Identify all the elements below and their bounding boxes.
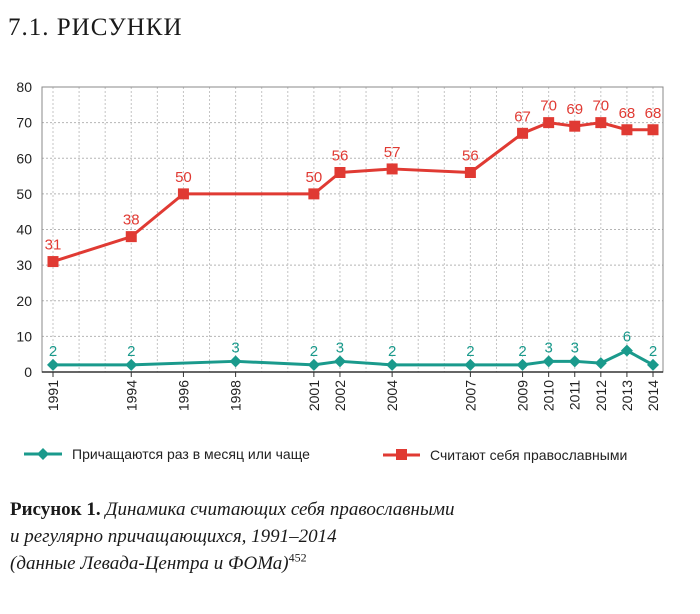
x-tick-label: 2010 (541, 380, 557, 411)
data-label-orthodox: 69 (566, 101, 583, 118)
data-point-communion (229, 355, 242, 368)
data-point-orthodox (334, 167, 346, 178)
figure-caption: Рисунок 1. Динамика считающих себя право… (10, 496, 690, 577)
legend-marker-communion (37, 448, 49, 460)
data-point-orthodox (543, 117, 555, 129)
y-tick-label: 30 (16, 257, 32, 273)
data-point-communion (516, 358, 529, 371)
data-label-communion: 2 (649, 343, 657, 360)
data-point-orthodox (386, 163, 398, 175)
data-point-orthodox (125, 231, 137, 243)
x-tick-label: 2014 (645, 380, 661, 411)
data-point-orthodox (308, 188, 320, 200)
section-heading: 7.1. РИСУНКИ (8, 14, 183, 41)
data-point-communion (620, 344, 633, 357)
data-label-communion: 2 (388, 343, 396, 360)
x-tick-label: 2007 (462, 380, 478, 411)
data-point-orthodox (569, 120, 581, 132)
legend-marker-orthodox (396, 449, 407, 460)
data-point-communion (464, 358, 477, 371)
data-point-orthodox (647, 124, 659, 136)
caption-line-3: (данные Левада-Центра и ФОМа)452 (10, 550, 690, 577)
data-label-orthodox: 50 (306, 169, 323, 186)
data-label-orthodox: 70 (540, 98, 557, 115)
data-label-communion: 3 (544, 339, 552, 356)
y-tick-label: 50 (16, 186, 32, 202)
y-tick-label: 40 (16, 222, 32, 238)
y-tick-label: 20 (16, 293, 32, 309)
legend-label-orthodox: Считают себя православными (430, 447, 627, 463)
y-tick-label: 10 (16, 328, 32, 344)
data-label-communion: 3 (571, 339, 579, 356)
x-tick-label: 2001 (306, 380, 322, 411)
line-chart: 0 10 20 30 40 50 60 70 80 1991 1994 1996 1998 2001 200… (16, 79, 664, 463)
x-tick-label: 2011 (567, 380, 583, 410)
data-label-orthodox: 56 (332, 148, 349, 165)
data-label-orthodox: 67 (514, 108, 531, 125)
caption-line-2: и регулярно причащающихся, 1991–2014 (10, 523, 690, 550)
data-label-communion: 2 (310, 343, 318, 360)
data-point-orthodox (464, 167, 476, 178)
data-point-communion (333, 355, 346, 368)
y-tick-label: 70 (16, 115, 32, 131)
data-point-communion (125, 358, 138, 371)
chart-legend: Причащаются раз в месяц или чаще Считают… (24, 446, 627, 463)
x-tick-label: 2002 (332, 380, 348, 411)
legend-label-communion: Причащаются раз в месяц или чаще (72, 446, 310, 462)
caption-footnote: 452 (288, 550, 307, 565)
data-point-orthodox (517, 127, 529, 139)
data-point-orthodox (595, 117, 607, 129)
series-line-orthodox (52, 121, 653, 263)
series-line-communion (53, 349, 654, 367)
x-tick-label: 2012 (593, 380, 609, 411)
data-label-orthodox: 68 (645, 105, 662, 122)
data-label-orthodox: 68 (619, 105, 636, 122)
data-point-orthodox (621, 124, 633, 136)
chart-series: 31 38 50 50 56 57 56 67 70 69 70 68 68 2 2 3 2 3 2 2 2 3 3 6 2 (45, 98, 662, 371)
data-label-communion: 2 (518, 343, 526, 360)
data-label-orthodox: 38 (123, 212, 140, 229)
chart-grid (42, 86, 663, 373)
data-label-orthodox: 70 (592, 98, 609, 115)
data-point-communion (307, 358, 320, 371)
x-tick-label: 2009 (515, 380, 531, 411)
chart-axes: 0 10 20 30 40 50 60 70 80 1991 1994 1996 1998 2001 200… (16, 79, 664, 411)
data-label-communion: 2 (49, 343, 57, 360)
data-point-communion (568, 355, 581, 368)
y-tick-label: 0 (24, 364, 32, 380)
data-point-communion (594, 357, 607, 370)
data-label-orthodox: 50 (175, 169, 192, 186)
data-label-orthodox: 56 (462, 148, 479, 165)
x-tick-label: 1991 (45, 380, 61, 411)
data-point-orthodox (47, 256, 59, 268)
data-label-orthodox: 31 (45, 237, 62, 254)
caption-title-1: Динамика считающих себя православными (105, 499, 455, 520)
data-label-orthodox: 57 (384, 144, 401, 161)
data-label-communion: 2 (466, 343, 474, 360)
caption-line-1: Рисунок 1. Динамика считающих себя право… (10, 496, 690, 523)
data-label-communion: 3 (231, 339, 239, 356)
y-tick-label: 60 (16, 150, 32, 166)
data-label-communion: 2 (127, 343, 135, 360)
data-point-communion (542, 355, 555, 368)
data-point-communion (47, 358, 59, 371)
x-tick-label: 2004 (384, 380, 400, 411)
data-point-communion (386, 358, 399, 371)
caption-label: Рисунок 1. (10, 499, 101, 520)
caption-title-2: и регулярно причащающихся, 1991–2014 (10, 526, 337, 547)
data-point-communion (647, 358, 659, 371)
x-tick-label: 2013 (619, 380, 635, 411)
caption-source: (данные Левада-Центра и ФОМа) (10, 553, 289, 574)
data-label-communion: 3 (336, 339, 344, 356)
x-tick-label: 1994 (123, 380, 139, 411)
x-tick-label: 1998 (228, 380, 244, 411)
x-tick-label: 1996 (175, 380, 191, 411)
data-label-communion: 6 (623, 329, 631, 346)
y-tick-label: 80 (16, 79, 32, 95)
data-point-orthodox (177, 188, 189, 200)
